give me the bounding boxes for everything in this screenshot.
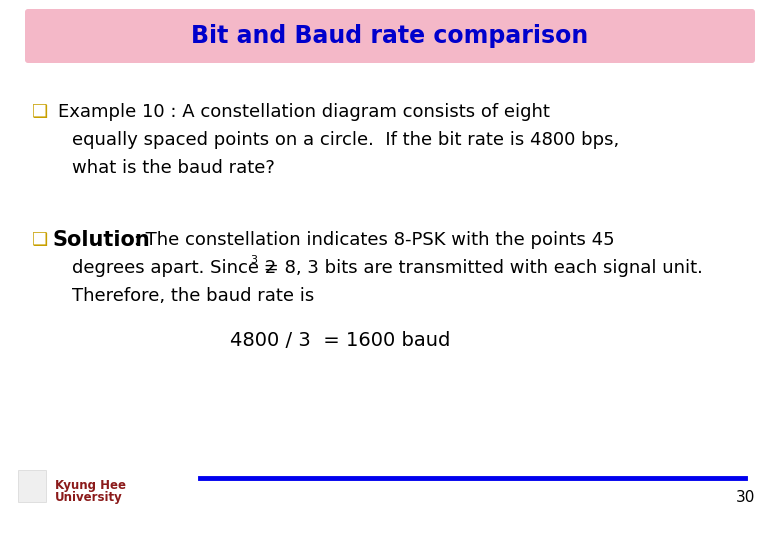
Text: Kyung Hee: Kyung Hee (55, 478, 126, 491)
Text: ❑: ❑ (32, 103, 48, 121)
Text: = 8, 3 bits are transmitted with each signal unit.: = 8, 3 bits are transmitted with each si… (258, 259, 703, 277)
Text: Example 10 : A constellation diagram consists of eight: Example 10 : A constellation diagram con… (58, 103, 550, 121)
Text: 4800 / 3  = 1600 baud: 4800 / 3 = 1600 baud (230, 330, 450, 349)
Text: 30: 30 (736, 490, 755, 505)
Text: Bit and Baud rate comparison: Bit and Baud rate comparison (191, 24, 589, 48)
Bar (18, 470, 46, 502)
Text: 3: 3 (250, 255, 257, 265)
Text: : The constellation indicates 8-PSK with the points 45: : The constellation indicates 8-PSK with… (128, 231, 615, 249)
Text: Therefore, the baud rate is: Therefore, the baud rate is (72, 287, 314, 305)
Text: ❑: ❑ (32, 231, 48, 249)
FancyBboxPatch shape (25, 9, 755, 63)
Text: University: University (55, 491, 122, 504)
Text: Solution: Solution (52, 230, 150, 250)
Text: degrees apart. Since 2: degrees apart. Since 2 (72, 259, 276, 277)
Text: equally spaced points on a circle.  If the bit rate is 4800 bps,: equally spaced points on a circle. If th… (72, 131, 619, 149)
Text: what is the baud rate?: what is the baud rate? (72, 159, 275, 177)
